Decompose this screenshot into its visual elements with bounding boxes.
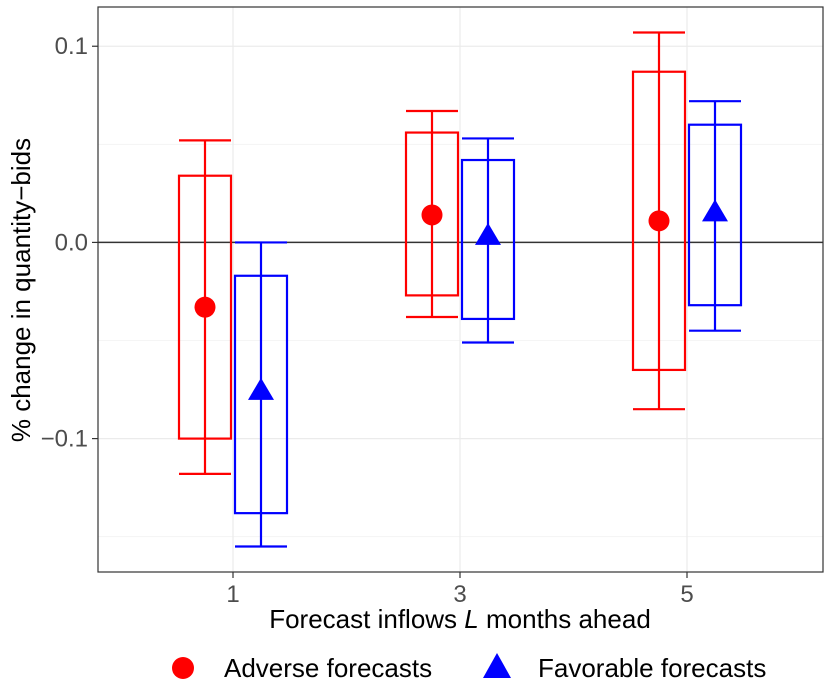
box [177, 174, 233, 440]
box-group [460, 137, 516, 344]
box-group [404, 109, 460, 319]
point-triangle [248, 377, 274, 400]
box [460, 158, 516, 321]
legend-label-adverse: Adverse forecasts [224, 653, 432, 683]
x-tick-label: 3 [453, 581, 466, 608]
y-axis: −0.1 0.0 0.1 [41, 33, 98, 453]
box [631, 70, 687, 372]
x-tick-label: 5 [680, 581, 693, 608]
x-axis-title-prefix: Forecast inflows [269, 604, 464, 634]
x-axis-title: Forecast inflows L months ahead [269, 604, 651, 634]
x-axis: 1 3 5 [226, 572, 694, 608]
y-tick-label: −0.1 [41, 426, 88, 453]
x-axis-title-suffix: months ahead [479, 604, 651, 634]
legend: Adverse forecasts Favorable forecasts [172, 653, 766, 683]
point-circle [194, 296, 216, 318]
x-tick-label: 1 [226, 581, 239, 608]
box [404, 131, 460, 297]
point-triangle [475, 222, 501, 245]
x-axis-title-variable: L [464, 604, 478, 634]
point-triangle [702, 199, 728, 222]
y-tick-label: 0.1 [55, 33, 88, 60]
point-circle [421, 204, 443, 226]
box-group [687, 100, 743, 332]
legend-triangle-icon [483, 653, 511, 678]
data-marks [177, 31, 743, 548]
y-tick-label: 0.0 [55, 229, 88, 256]
box-group [233, 241, 289, 548]
box [687, 123, 743, 307]
y-axis-title: % change in quantity−bids [6, 138, 36, 442]
box-group [177, 139, 233, 476]
point-circle [648, 210, 670, 232]
legend-label-favorable: Favorable forecasts [538, 653, 766, 683]
box [233, 274, 289, 515]
box-group [631, 31, 687, 411]
legend-circle-icon [172, 657, 194, 679]
